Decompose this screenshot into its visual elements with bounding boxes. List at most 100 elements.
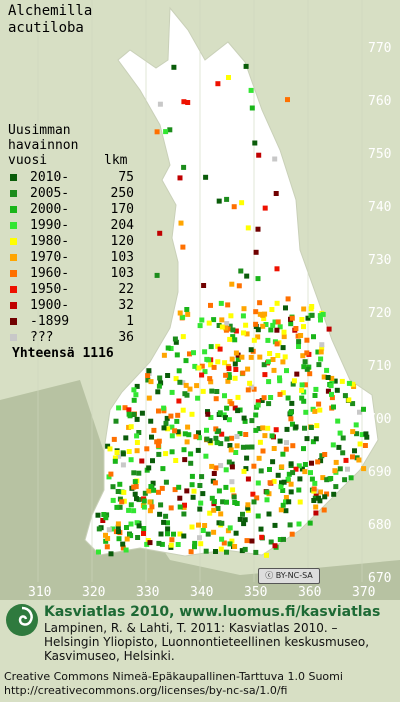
- occurrence-dot: [117, 504, 123, 510]
- cc-license-badge[interactable]: ⓒ BY-NC-SA: [258, 568, 320, 584]
- occurrence-dot: [227, 443, 233, 448]
- occurrence-dot: [346, 397, 352, 403]
- occurrence-dot: [116, 405, 122, 411]
- occurrence-dot: [172, 487, 178, 493]
- occurrence-dot: [236, 283, 242, 289]
- occurrence-dot: [113, 418, 119, 424]
- occurrence-dot: [277, 438, 283, 444]
- occurrence-dot: [202, 369, 208, 375]
- occurrence-dot: [245, 387, 251, 393]
- occurrence-dot: [193, 434, 199, 440]
- occurrence-dot: [184, 307, 190, 312]
- occurrence-dot: [96, 526, 102, 532]
- occurrence-dot: [301, 306, 307, 312]
- occurrence-dot: [301, 364, 307, 370]
- legend-count-header: lkm: [104, 153, 128, 168]
- occurrence-dot: [319, 342, 325, 348]
- occurrence-dot: [105, 443, 111, 449]
- occurrence-dot: [174, 352, 180, 358]
- occurrence-dot: [229, 464, 235, 470]
- occurrence-dot: [208, 344, 214, 350]
- occurrence-dot: [177, 504, 183, 510]
- legend-header-line: havainnon: [8, 138, 79, 153]
- occurrence-dot: [230, 327, 236, 333]
- occurrence-dot: [120, 462, 126, 468]
- occurrence-dot: [183, 382, 189, 388]
- occurrence-dot: [241, 468, 247, 474]
- occurrence-dot: [180, 314, 186, 320]
- occurrence-dot: [161, 352, 167, 358]
- occurrence-dot: [337, 430, 343, 436]
- occurrence-dot: [173, 376, 179, 382]
- occurrence-dot: [288, 416, 294, 422]
- occurrence-dot: [283, 495, 289, 500]
- occurrence-dot: [256, 455, 262, 461]
- occurrence-dot: [219, 324, 225, 330]
- occurrence-dot: [227, 336, 233, 342]
- occurrence-dot: [199, 474, 205, 480]
- occurrence-dot: [218, 300, 224, 306]
- legend-label: ???: [30, 330, 54, 345]
- occurrence-dot: [279, 480, 284, 486]
- occurrence-dot: [116, 453, 122, 459]
- occurrence-dot: [131, 508, 137, 514]
- legend-row: ??? 36: [8, 330, 134, 346]
- occurrence-dot: [361, 406, 366, 412]
- occurrence-dot: [156, 383, 162, 389]
- legend-count: 75: [118, 170, 134, 185]
- legend-header-line: Uusimman: [8, 123, 71, 138]
- occurrence-dot: [302, 469, 308, 475]
- occurrence-dot: [168, 505, 174, 511]
- occurrence-dot: [280, 502, 286, 508]
- occurrence-dot: [237, 516, 243, 522]
- occurrence-dot: [291, 378, 297, 384]
- occurrence-dot: [154, 439, 160, 445]
- occurrence-dot: [231, 494, 237, 500]
- occurrence-dot: [146, 368, 152, 374]
- occurrence-dot: [149, 504, 155, 510]
- occurrence-dot: [211, 507, 217, 513]
- occurrence-dot: [168, 346, 174, 351]
- legend-swatch: [10, 254, 17, 261]
- occurrence-dot: [311, 334, 316, 340]
- occurrence-dot: [198, 541, 204, 547]
- occurrence-dot: [146, 395, 152, 401]
- occurrence-dot: [322, 494, 328, 500]
- species-title: Alchemilla acutiloba: [8, 3, 92, 37]
- occurrence-dot: [253, 549, 259, 555]
- occurrence-dot: [320, 475, 326, 481]
- occurrence-dot: [302, 462, 308, 467]
- occurrence-dot: [120, 541, 126, 547]
- license-url[interactable]: http://creativecommons.org/licenses/by-n…: [4, 684, 288, 697]
- occurrence-dot: [151, 487, 157, 493]
- occurrence-dot: [172, 336, 178, 342]
- occurrence-dot: [231, 204, 237, 210]
- occurrence-dot: [233, 450, 239, 455]
- occurrence-dot: [141, 504, 147, 510]
- occurrence-dot: [329, 395, 335, 401]
- occurrence-dot: [182, 431, 188, 437]
- occurrence-dot: [277, 378, 283, 384]
- occurrence-dot: [239, 200, 245, 206]
- occurrence-dot: [257, 354, 263, 360]
- occurrence-dot: [165, 426, 171, 432]
- occurrence-dot: [134, 383, 140, 389]
- occurrence-dot: [226, 374, 232, 380]
- title-line: Alchemilla: [8, 3, 93, 19]
- occurrence-dot: [265, 337, 271, 343]
- occurrence-dot: [147, 508, 153, 514]
- occurrence-dot: [194, 383, 200, 389]
- occurrence-dot: [144, 446, 150, 452]
- occurrence-dot: [205, 411, 211, 417]
- occurrence-dot: [178, 220, 184, 226]
- occurrence-dot: [155, 389, 161, 395]
- occurrence-dot: [224, 549, 229, 555]
- occurrence-dot: [281, 536, 286, 542]
- occurrence-dot: [230, 487, 236, 493]
- occurrence-dot: [161, 408, 167, 414]
- occurrence-dot: [131, 470, 137, 476]
- occurrence-dot: [312, 393, 318, 398]
- occurrence-dot: [335, 418, 341, 424]
- occurrence-dot: [181, 511, 187, 517]
- occurrence-dot: [316, 401, 322, 407]
